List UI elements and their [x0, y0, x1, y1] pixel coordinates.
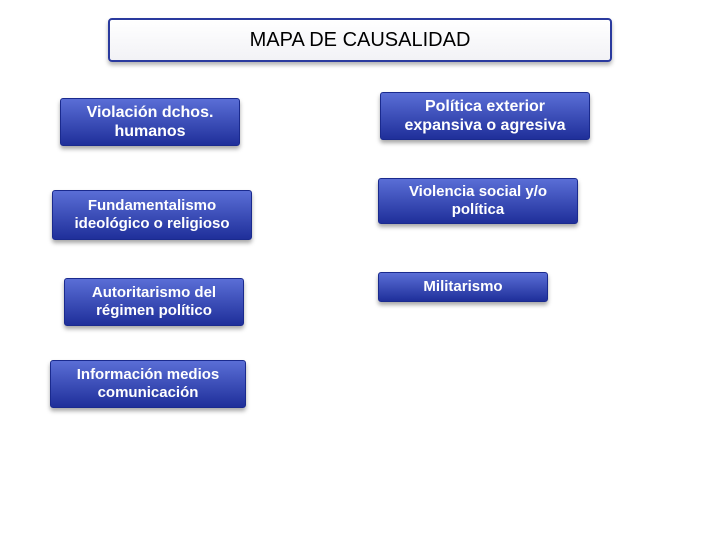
box-autoritarismo: Autoritarismo del régimen político	[64, 278, 244, 326]
diagram-title: MAPA DE CAUSALIDAD	[108, 18, 612, 62]
box-violencia-social: Violencia social y/o política	[378, 178, 578, 224]
box-label: Política exterior expansiva o agresiva	[389, 97, 581, 135]
box-politica-exterior: Política exterior expansiva o agresiva	[380, 92, 590, 140]
box-violacion-dchos-humanos: Violación dchos. humanos	[60, 98, 240, 146]
box-label: Militarismo	[423, 278, 502, 296]
box-label: Violación dchos. humanos	[69, 103, 231, 141]
box-label: Autoritarismo del régimen político	[73, 284, 235, 320]
box-militarismo: Militarismo	[378, 272, 548, 302]
box-informacion-medios: Información medios comunicación	[50, 360, 246, 408]
box-label: Información medios comunicación	[59, 366, 237, 402]
diagram-title-text: MAPA DE CAUSALIDAD	[250, 29, 471, 52]
box-label: Violencia social y/o política	[387, 183, 569, 219]
box-label: Fundamentalismo ideológico o religioso	[61, 197, 243, 233]
box-fundamentalismo: Fundamentalismo ideológico o religioso	[52, 190, 252, 240]
